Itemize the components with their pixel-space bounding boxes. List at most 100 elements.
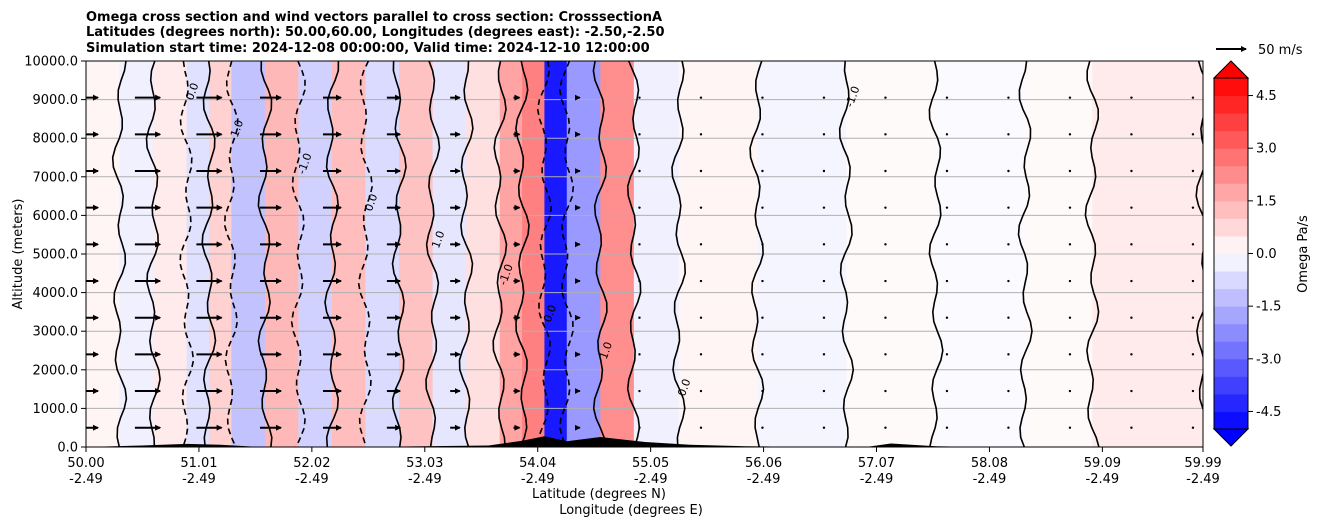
x-axis-label-latitude: Latitude (degrees N) xyxy=(532,487,666,502)
colorbar-band xyxy=(1214,95,1248,114)
contour-line xyxy=(592,61,608,447)
x-tick-label-lat: 55.05 xyxy=(632,456,669,471)
wind-vector xyxy=(1007,169,1010,173)
wind-vector xyxy=(1130,279,1133,283)
wind-vector xyxy=(1130,316,1133,319)
wind-vector xyxy=(945,353,949,356)
wind-vector xyxy=(1191,169,1195,173)
contour-label: 0.0 xyxy=(541,303,559,324)
wind-vector xyxy=(1007,96,1010,99)
wind-vector xyxy=(1007,206,1010,209)
y-tick-label: 9000.0 xyxy=(33,93,79,108)
wind-vector xyxy=(1130,169,1133,173)
wind-vector xyxy=(638,389,641,393)
wind-vector xyxy=(945,426,949,429)
colorbar-extend-max xyxy=(1212,60,1250,79)
wind-vector xyxy=(945,279,949,283)
contour-line xyxy=(838,61,855,447)
wind-vector xyxy=(699,316,703,319)
contour-line xyxy=(179,61,195,447)
wind-vector xyxy=(1007,279,1010,283)
wind-vector xyxy=(638,279,641,283)
wind-vector xyxy=(945,389,949,393)
wind-vector xyxy=(1191,279,1195,283)
chart-title-line-2: Latitudes (degrees north): 50.00,60.00, … xyxy=(86,25,665,40)
contour-line xyxy=(558,61,575,447)
wind-vector xyxy=(761,169,764,173)
y-tick-label: 0.0 xyxy=(57,441,78,456)
wind-vector xyxy=(761,133,764,136)
y-tick-label: 1000.0 xyxy=(33,402,79,417)
colorbar-band xyxy=(1214,113,1248,132)
wind-vector xyxy=(1191,206,1195,209)
contour-line xyxy=(458,61,474,447)
wind-vector xyxy=(638,316,641,319)
wind-vector xyxy=(1130,426,1133,429)
x-tick-label-lat: 59.99 xyxy=(1184,456,1221,471)
wind-vector xyxy=(822,426,826,429)
y-axis-ticks: 0.0 1000.0 2000.0 3000.0 4000.0 5000.0 6000.0 7… xyxy=(24,55,86,456)
contour-line xyxy=(425,61,441,447)
plot-area: 0.01.0-1.00.01.0-1.00.01.00.0-1.0 xyxy=(85,60,1204,448)
wind-vector xyxy=(1068,279,1072,283)
chart-title-line-3: Simulation start time: 2024-12-08 00:00:… xyxy=(86,41,650,56)
contour-line xyxy=(391,61,407,447)
wind-vector xyxy=(884,316,887,319)
wind-vector xyxy=(638,96,641,99)
wind-vector xyxy=(1068,96,1072,99)
y-tick-label: 2000.0 xyxy=(33,363,79,378)
x-tick-label-lon: -2.49 xyxy=(1086,472,1120,487)
x-tick-label-lat: 57.07 xyxy=(858,456,895,471)
x-tick-label-lat: 58.08 xyxy=(971,456,1008,471)
contour-label: 1.0 xyxy=(429,229,447,250)
wind-vector xyxy=(822,206,826,209)
chart-title-line-1: Omega cross section and wind vectors par… xyxy=(86,10,662,25)
colorbar-extend-min xyxy=(1212,428,1250,447)
wind-vector xyxy=(884,133,887,136)
colorbar-band xyxy=(1214,271,1248,290)
wind-vector xyxy=(822,353,826,356)
contour-line xyxy=(1084,61,1100,447)
y-tick-label: 3000.0 xyxy=(33,325,79,340)
x-tick-label-lon: -2.49 xyxy=(860,472,894,487)
y-axis-label: Altitude (meters) xyxy=(11,199,26,310)
contour-line xyxy=(111,61,128,447)
contour-line xyxy=(536,61,553,447)
terrain-silhouette xyxy=(86,436,1203,447)
y-tick-label: 8000.0 xyxy=(33,132,79,147)
wind-vector xyxy=(822,316,826,319)
colorbar-band xyxy=(1214,376,1248,395)
wind-vector xyxy=(699,389,703,393)
wind-vector xyxy=(638,353,641,356)
wind-vector xyxy=(1191,353,1195,356)
wind-vector xyxy=(1130,243,1133,246)
wind-vector xyxy=(1130,96,1133,99)
wind-vector xyxy=(822,243,826,246)
wind-vector xyxy=(945,169,949,173)
wind-vector xyxy=(1068,243,1072,246)
x-tick-label-lat: 51.01 xyxy=(180,456,217,471)
wind-vector xyxy=(699,426,703,429)
wind-vector xyxy=(761,316,764,319)
colorbar-band xyxy=(1214,165,1248,184)
colorbar-tick-label: 0.0 xyxy=(1256,247,1277,262)
y-tick-label: 6000.0 xyxy=(33,209,79,224)
contour-label: 0.0 xyxy=(675,377,693,398)
contour-line xyxy=(201,61,217,447)
y-tick-label: 10000.0 xyxy=(24,55,78,70)
wind-vector xyxy=(1191,96,1195,99)
colorbar-band xyxy=(1214,411,1248,430)
contour-line xyxy=(324,61,340,447)
wind-vector xyxy=(884,96,887,99)
contour-line xyxy=(492,61,508,447)
x-tick-label-lat: 54.04 xyxy=(519,456,556,471)
y-tick-label: 5000.0 xyxy=(33,248,79,263)
wind-vector xyxy=(638,243,641,246)
wind-reference-label: 50 m/s xyxy=(1258,43,1303,58)
wind-vector xyxy=(761,279,764,283)
wind-vector xyxy=(945,206,949,209)
contour-line xyxy=(928,61,944,447)
x-tick-label-lat: 56.06 xyxy=(745,456,782,471)
wind-vector xyxy=(761,353,764,356)
colorbar-band xyxy=(1214,393,1248,412)
